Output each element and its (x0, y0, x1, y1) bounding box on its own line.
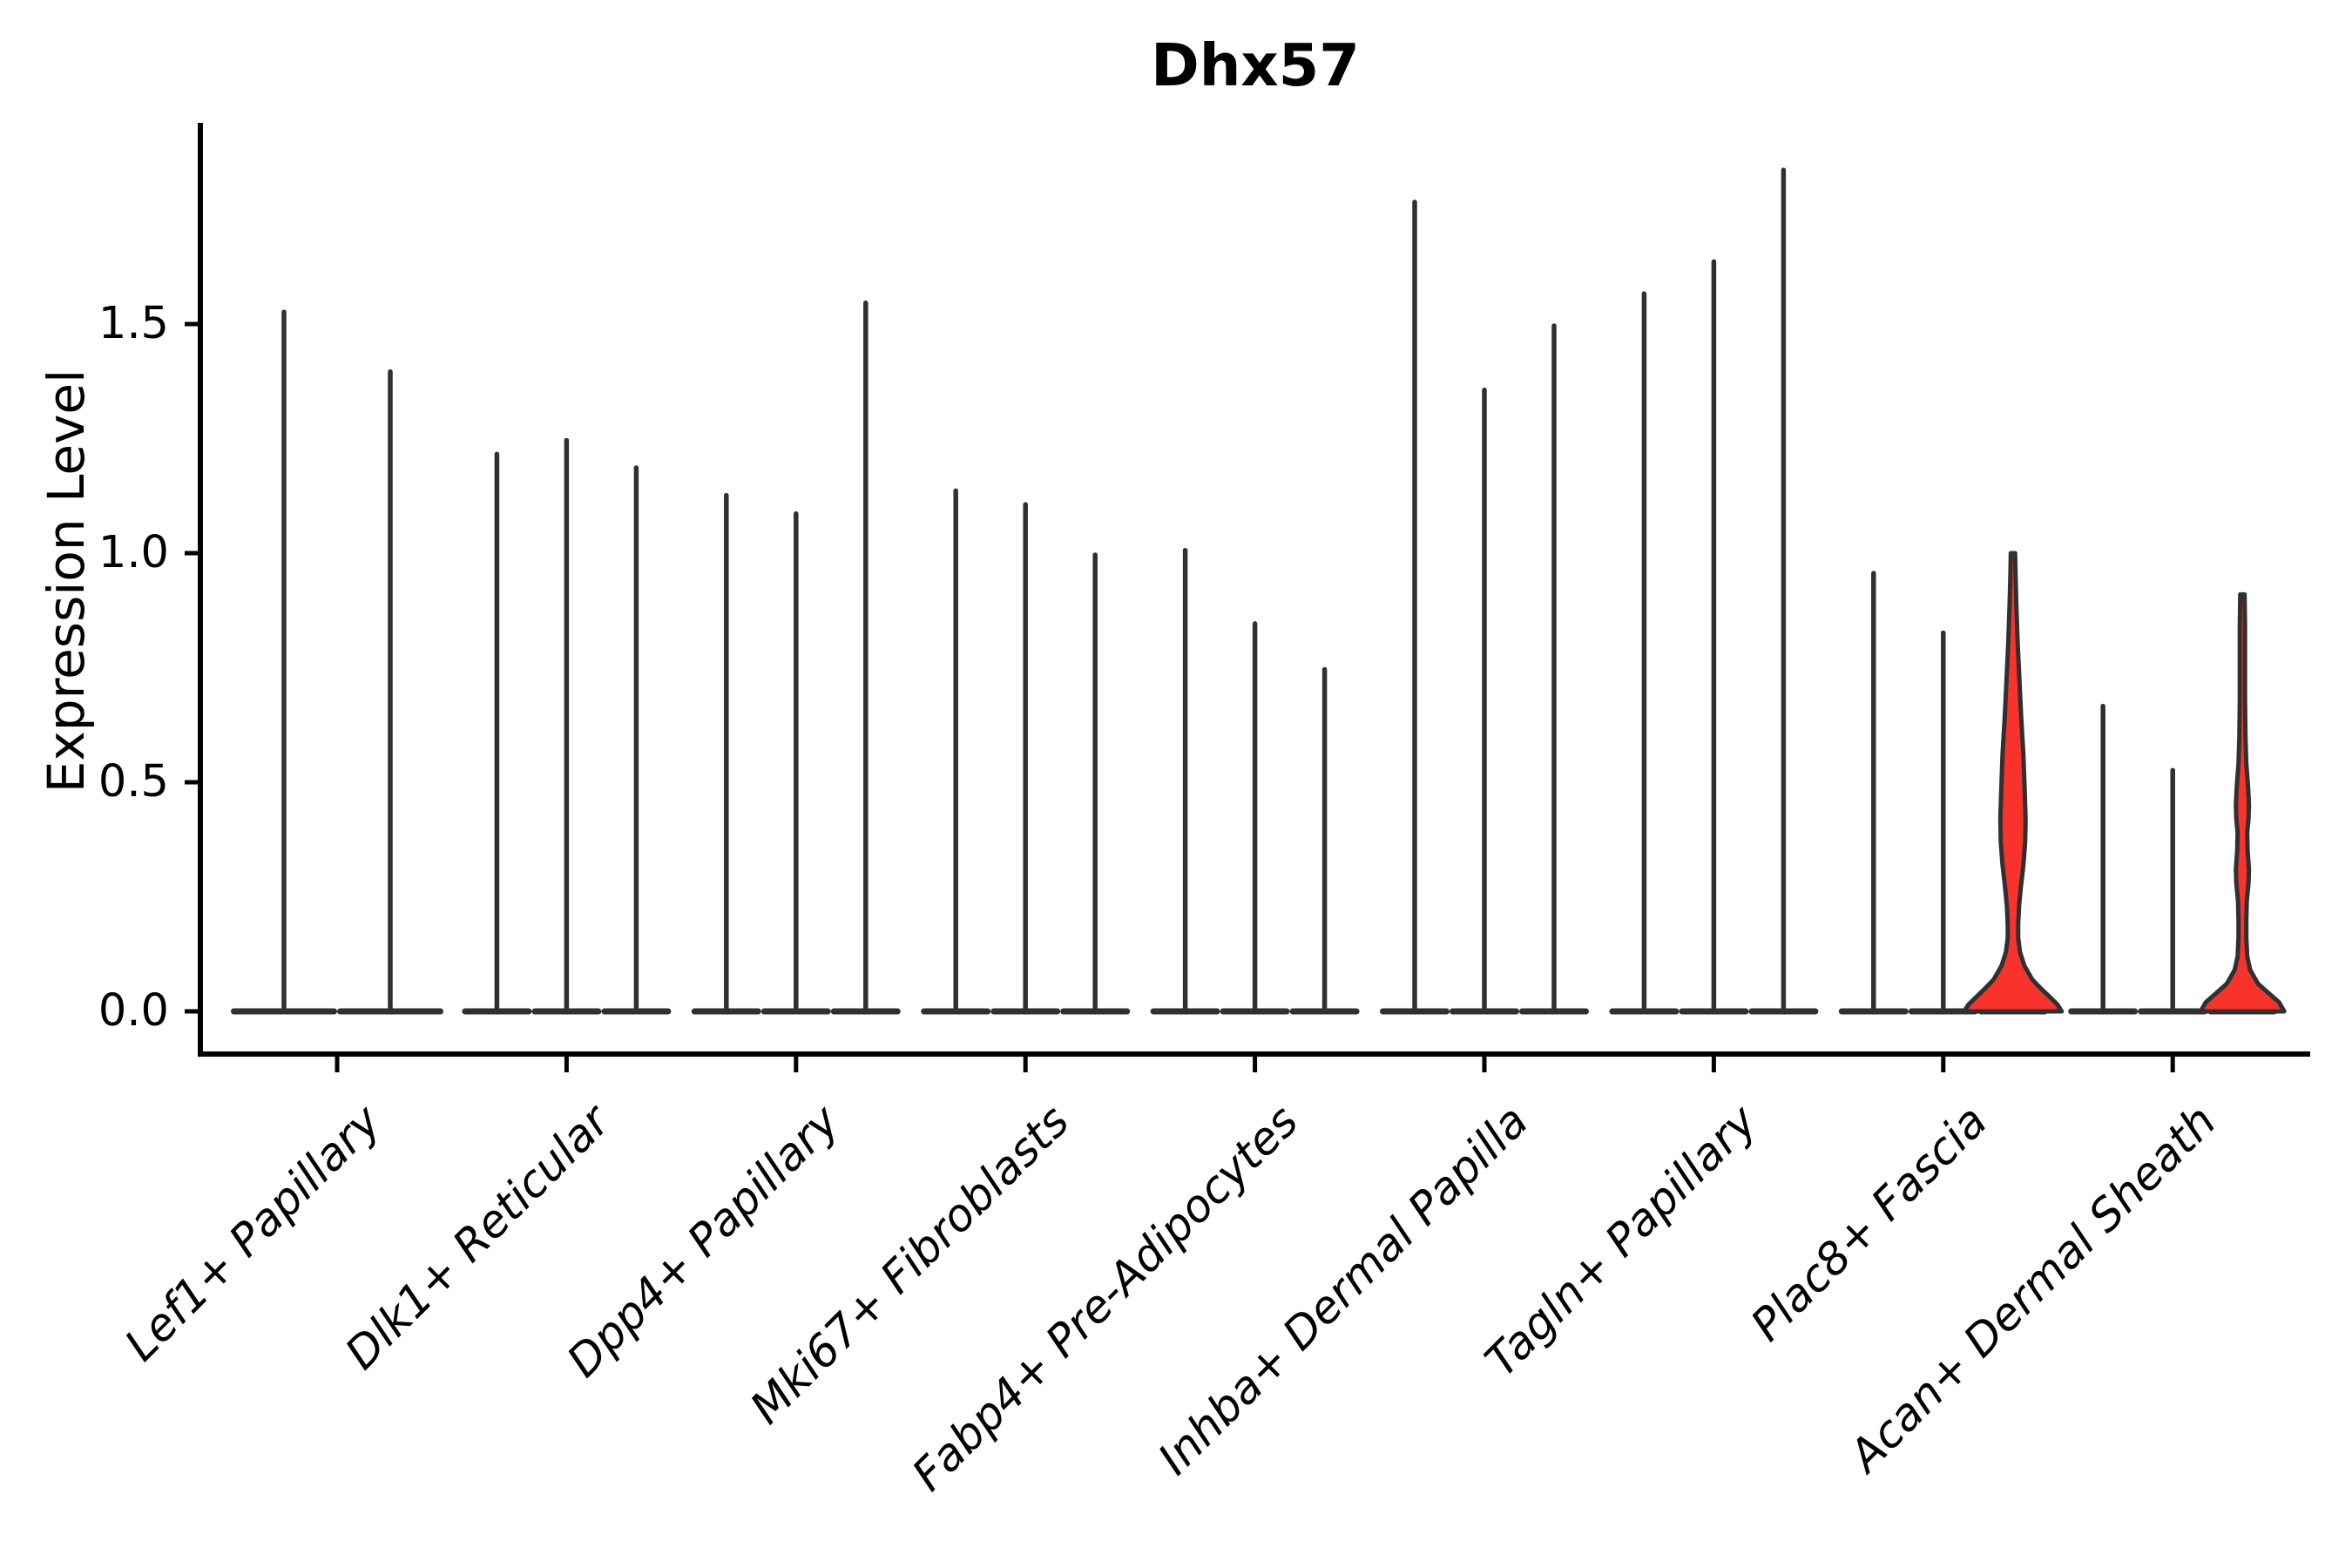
y-tick-label: 0.5 (98, 756, 169, 808)
y-tick-label: 1.0 (98, 527, 169, 578)
y-tick-label: 0.0 (98, 985, 169, 1037)
violin-highlighted (2198, 591, 2287, 1014)
y-tick-label: 1.5 (98, 298, 169, 349)
chart-title: Dhx57 (1151, 31, 1360, 99)
violin-highlighted (1962, 551, 2065, 1014)
y-axis-label: Expression Level (37, 368, 96, 794)
